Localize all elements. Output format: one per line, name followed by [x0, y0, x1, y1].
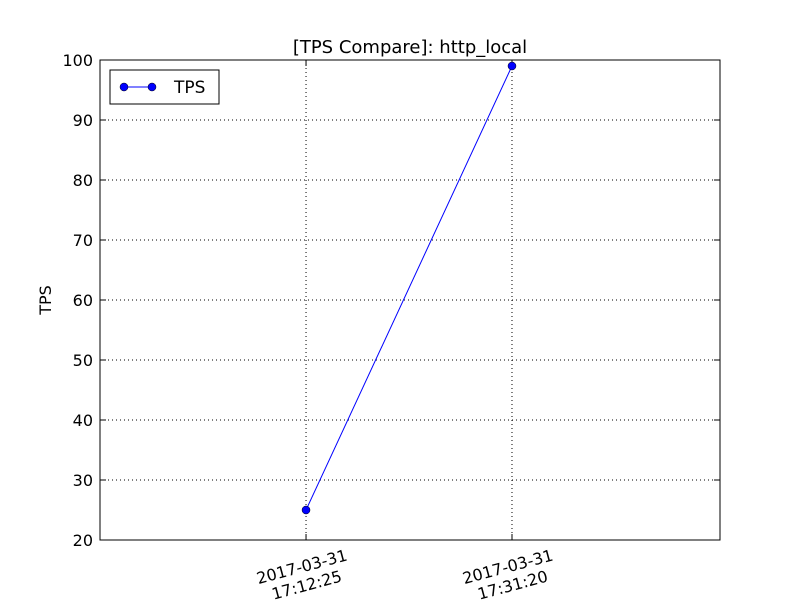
plot-frame — [99, 59, 721, 541]
grid-lines — [100, 60, 720, 540]
legend-label-tps: TPS — [173, 78, 205, 98]
y-tick-label: 100 — [62, 51, 93, 70]
y-tick-label: 80 — [73, 171, 93, 190]
data-point-tps — [301, 505, 311, 515]
y-tick-label: 60 — [73, 291, 93, 310]
chart-title: [TPS Compare]: http_local — [293, 37, 527, 58]
y-axis-label: TPS — [36, 285, 55, 316]
y-axis-ticks: 20 30 40 50 60 70 80 90 100 — [62, 51, 720, 550]
series-layer — [301, 61, 517, 515]
legend-marker-right — [147, 82, 157, 92]
y-tick-label: 50 — [73, 351, 93, 370]
y-tick-label: 40 — [73, 411, 93, 430]
data-point-tps — [507, 61, 517, 71]
y-tick-label: 20 — [73, 531, 93, 550]
y-tick-label: 30 — [73, 471, 93, 490]
series-line-tps — [305, 65, 513, 511]
y-tick-label: 70 — [73, 231, 93, 250]
legend-marker-left — [119, 82, 129, 92]
y-tick-label: 90 — [73, 111, 93, 130]
legend: TPS — [109, 69, 220, 105]
